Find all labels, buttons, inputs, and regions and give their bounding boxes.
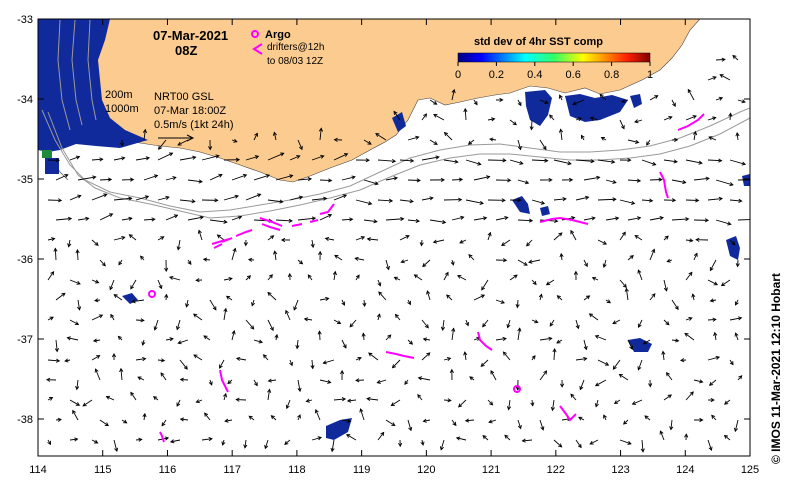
y-tick-label: -33 xyxy=(17,14,33,26)
x-tick-label: 123 xyxy=(611,464,629,476)
y-tick-label: -38 xyxy=(17,414,33,426)
colorbar-tick-label: 0.2 xyxy=(489,69,504,81)
x-tick-label: 124 xyxy=(676,464,694,476)
y-tick-label: -36 xyxy=(17,254,33,266)
colorbar-tick-label: 0.6 xyxy=(566,69,581,81)
colorbar xyxy=(458,53,650,62)
x-tick-label: 116 xyxy=(159,464,177,476)
y-tick-label: -34 xyxy=(17,94,33,106)
x-tick-label: 114 xyxy=(29,464,47,476)
vector-scale-label: 0.5m/s (1kt 24h) xyxy=(154,119,233,131)
x-tick-label: 118 xyxy=(288,464,306,476)
y-tick-label: -37 xyxy=(17,334,33,346)
x-tick-label: 119 xyxy=(353,464,371,476)
x-tick-label: 120 xyxy=(417,464,435,476)
colorbar-tick-label: 1 xyxy=(647,69,653,81)
map-date: 07-Mar-2021 xyxy=(153,28,228,43)
x-tick-label: 115 xyxy=(94,464,112,476)
x-tick-label: 125 xyxy=(741,464,759,476)
contour-200m-label: 200m xyxy=(105,89,133,101)
drifters-legend-label: drifters@12h xyxy=(267,42,324,53)
x-tick-label: 121 xyxy=(482,464,500,476)
colorbar-title: std dev of 4hr SST comp xyxy=(474,36,603,48)
colorbar-tick-label: 0.8 xyxy=(604,69,619,81)
credit-text: © IMOS 11-Mar-2021 12:10 Hobart xyxy=(769,273,783,464)
colorbar-tick-label: 0 xyxy=(455,69,461,81)
contour-1000m-label: 1000m xyxy=(105,103,139,115)
product-line-2: 07-Mar 18:00Z xyxy=(154,105,226,117)
x-tick-label: 122 xyxy=(547,464,565,476)
argo-legend-label: Argo xyxy=(265,29,291,41)
y-tick-label: -35 xyxy=(17,174,33,186)
drifters-legend-until: to 08/03 12Z xyxy=(267,56,323,67)
map-time: 08Z xyxy=(175,43,197,58)
product-line-1: NRT00 GSL xyxy=(154,91,214,103)
colorbar-tick-label: 0.4 xyxy=(527,69,542,81)
x-tick-label: 117 xyxy=(223,464,241,476)
